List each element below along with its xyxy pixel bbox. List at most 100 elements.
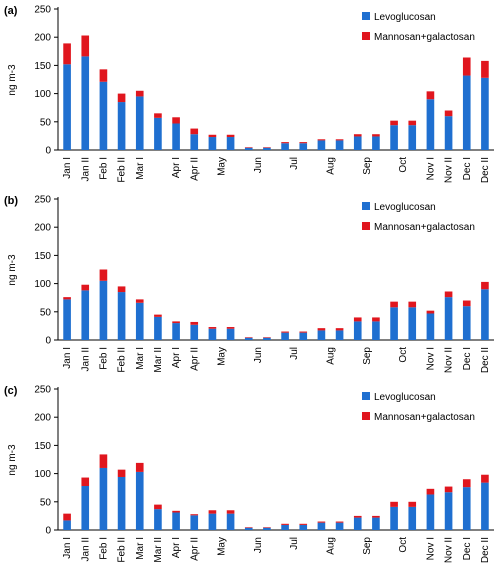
- x-tick-label: Jan II: [80, 347, 91, 371]
- bar-levoglucosan: [244, 337, 253, 340]
- bar-mannosan-galactosan: [426, 91, 435, 100]
- bar-mannosan-galactosan: [281, 523, 289, 525]
- bar-levoglucosan: [317, 522, 326, 530]
- y-tick-label: 150: [34, 61, 51, 72]
- chart-panel-1: (a) ng m-3 0 50 100 150 200 250 Jan I Jan II Feb I…: [4, 5, 494, 183]
- y-tick-label: 250: [34, 385, 51, 396]
- bar-levoglucosan: [372, 517, 380, 530]
- x-tick-label: Dec I: [462, 537, 473, 560]
- x-tick-label: Jun: [253, 537, 264, 553]
- x-tick-label: Jan II: [80, 157, 91, 181]
- y-tick-label: 50: [40, 497, 52, 508]
- x-tick-label: Feb I: [98, 347, 109, 370]
- x-tick-label: Aug: [326, 537, 337, 555]
- x-tick-label: Jan I: [62, 537, 73, 559]
- x-tick-label: Mar I: [135, 157, 146, 180]
- x-tick-label: Aug: [326, 347, 337, 365]
- legend-swatch: [362, 412, 370, 420]
- x-tick-label: Jan I: [62, 347, 73, 369]
- bar-levoglucosan: [226, 513, 235, 530]
- bar-mannosan-galactosan: [372, 317, 380, 322]
- x-tick-label: Nov II: [444, 157, 455, 183]
- bar-levoglucosan: [154, 509, 162, 530]
- x-tick-label: Feb II: [117, 347, 128, 373]
- x-tick-label: Apr I: [171, 537, 182, 558]
- bar-levoglucosan: [408, 125, 417, 150]
- bar-mannosan-galactosan: [263, 527, 271, 528]
- bar-mannosan-galactosan: [299, 523, 308, 525]
- y-tick-label: 150: [34, 441, 51, 452]
- bar-mannosan-galactosan: [172, 321, 180, 324]
- bar-levoglucosan: [135, 96, 144, 150]
- bar-mannosan-galactosan: [99, 454, 108, 468]
- legend-swatch: [362, 202, 370, 210]
- bar-levoglucosan: [390, 125, 398, 150]
- legend-swatch: [362, 12, 370, 20]
- bar-levoglucosan: [135, 302, 144, 340]
- bar-levoglucosan: [172, 123, 180, 150]
- bar-levoglucosan: [317, 140, 326, 150]
- bar-mannosan-galactosan: [154, 314, 162, 317]
- bar-levoglucosan: [117, 476, 126, 530]
- legend-swatch: [362, 392, 370, 400]
- bar-mannosan-galactosan: [208, 327, 217, 329]
- bar-mannosan-galactosan: [263, 147, 271, 148]
- bar-mannosan-galactosan: [444, 110, 453, 117]
- bar-mannosan-galactosan: [299, 331, 308, 333]
- legend-label: Mannosan+galactosan: [374, 412, 475, 423]
- x-tick-label: Jun: [253, 157, 264, 173]
- bar-mannosan-galactosan: [117, 286, 126, 293]
- x-tick-label: Dec II: [480, 347, 491, 373]
- panel-label: (c): [4, 385, 18, 397]
- bar-levoglucosan: [208, 513, 217, 530]
- bar-levoglucosan: [263, 147, 271, 150]
- y-tick-label: 200: [34, 413, 51, 424]
- bar-mannosan-galactosan: [353, 134, 362, 137]
- panel-label: (a): [4, 5, 18, 17]
- bar-mannosan-galactosan: [372, 134, 380, 137]
- bar-levoglucosan: [154, 117, 162, 150]
- bar-mannosan-galactosan: [81, 284, 90, 291]
- bar-mannosan-galactosan: [444, 486, 453, 493]
- y-tick-label: 50: [40, 307, 52, 318]
- bar-mannosan-galactosan: [462, 479, 471, 488]
- bar-levoglucosan: [117, 292, 126, 340]
- y-axis-label: ng m-3: [7, 64, 18, 96]
- bar-levoglucosan: [299, 524, 308, 530]
- x-tick-label: May: [217, 157, 228, 176]
- bar-levoglucosan: [208, 328, 217, 340]
- x-tick-label: Feb I: [98, 157, 109, 180]
- x-tick-label: Sep: [362, 157, 373, 175]
- bar-mannosan-galactosan: [135, 90, 144, 97]
- bar-levoglucosan: [263, 527, 271, 530]
- bar-mannosan-galactosan: [481, 60, 489, 78]
- legend-label: Mannosan+galactosan: [374, 222, 475, 233]
- bar-levoglucosan: [335, 330, 344, 340]
- x-tick-label: Feb II: [117, 157, 128, 183]
- bar-levoglucosan: [299, 143, 308, 150]
- bar-levoglucosan: [444, 297, 453, 340]
- x-tick-label: Dec II: [480, 537, 491, 563]
- bar-levoglucosan: [426, 313, 435, 340]
- bar-levoglucosan: [208, 137, 217, 150]
- bar-levoglucosan: [117, 102, 126, 150]
- bar-mannosan-galactosan: [481, 281, 489, 290]
- bar-levoglucosan: [190, 515, 199, 530]
- x-tick-label: May: [217, 537, 228, 556]
- bar-mannosan-galactosan: [172, 510, 180, 513]
- x-tick-label: Sep: [362, 537, 373, 555]
- bar-mannosan-galactosan: [81, 477, 90, 487]
- y-tick-label: 100: [34, 279, 51, 290]
- bar-levoglucosan: [81, 56, 90, 150]
- y-axis-label: ng m-3: [7, 254, 18, 286]
- y-tick-label: 200: [34, 33, 51, 44]
- bar-mannosan-galactosan: [190, 321, 199, 325]
- bar-levoglucosan: [426, 99, 435, 150]
- bar-mannosan-galactosan: [63, 43, 71, 65]
- bar-levoglucosan: [335, 140, 344, 150]
- bar-mannosan-galactosan: [154, 113, 162, 118]
- x-tick-label: May: [217, 347, 228, 366]
- x-tick-label: Dec I: [462, 157, 473, 180]
- bar-levoglucosan: [372, 321, 380, 340]
- bar-levoglucosan: [172, 512, 180, 530]
